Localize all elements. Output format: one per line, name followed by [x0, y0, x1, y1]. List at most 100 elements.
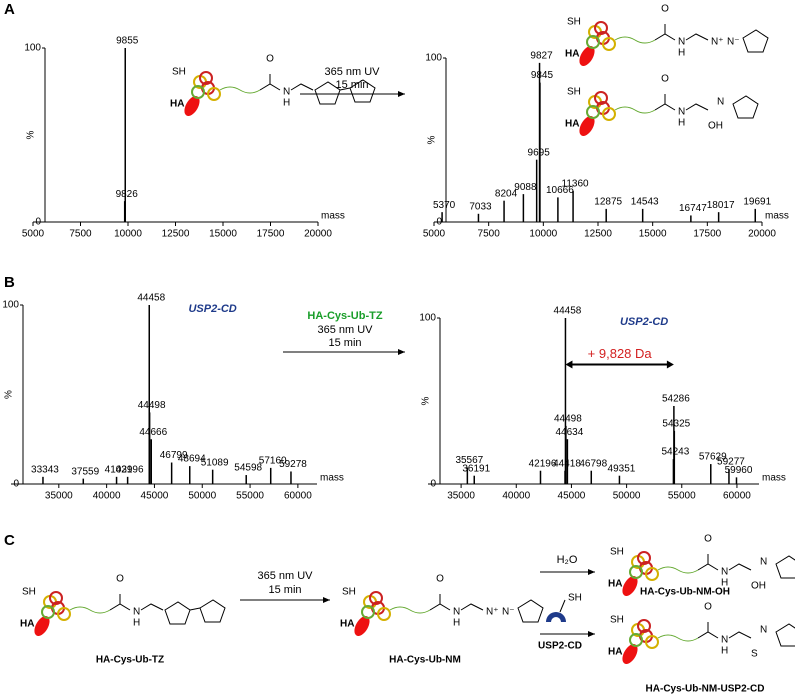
linker: [614, 106, 656, 114]
x-tick-label: 55000: [236, 491, 264, 502]
arrow-head: [588, 569, 595, 575]
x-tick-label: 17500: [693, 229, 721, 240]
ring: [349, 79, 376, 103]
x-axis-label: mass: [321, 211, 345, 222]
atom: N: [760, 625, 767, 636]
ha-tag: [34, 616, 50, 636]
condition: 15 min: [328, 337, 361, 349]
bond: [728, 563, 752, 571]
x-tick-label: 20000: [748, 229, 776, 240]
ring: [775, 555, 795, 579]
ring: [742, 29, 769, 53]
peak-label: 11360: [562, 178, 590, 189]
bond: [728, 631, 752, 639]
arrow-head: [398, 91, 405, 97]
ubiquitin: [361, 605, 375, 619]
peak-label: 16747: [679, 203, 707, 214]
y-tick-label: 0: [13, 479, 19, 490]
atom: H: [133, 618, 140, 629]
atom: OH: [751, 581, 766, 592]
ubiquitin: [57, 607, 71, 621]
reagent: USP2-CD: [538, 641, 582, 652]
panel-label: B: [4, 274, 15, 291]
shift-label: + 9,828 Da: [588, 346, 653, 361]
y-tick-label: 0: [35, 217, 41, 228]
ubiquitin: [586, 35, 600, 49]
peak-label: 12875: [594, 197, 622, 208]
bond: [339, 87, 351, 91]
atom: SH: [610, 547, 624, 558]
atom: SH: [172, 67, 186, 78]
x-axis-label: mass: [762, 473, 786, 484]
ubiquitin: [645, 635, 659, 649]
y-tick-label: 100: [24, 43, 41, 54]
ubiquitin: [49, 591, 63, 605]
x-tick-label: 40000: [93, 491, 121, 502]
x-tick-label: 45000: [558, 491, 586, 502]
bond: [654, 24, 676, 41]
atom: SH: [567, 87, 581, 98]
ubiquitin: [594, 91, 608, 105]
linker: [389, 606, 431, 614]
atom: H: [678, 118, 685, 129]
atom: N: [453, 607, 460, 618]
peak-label: 57160: [259, 456, 287, 467]
bond: [654, 94, 676, 111]
atom: OH: [708, 121, 723, 132]
ring: [314, 81, 341, 105]
x-axis-label: mass: [320, 473, 344, 484]
compound-name: HA-Cys-Ub-NM-USP2-CD: [646, 684, 765, 695]
protein-label: USP2-CD: [620, 316, 668, 328]
reagent: SH: [568, 593, 582, 604]
peak-label: 9845: [531, 70, 554, 81]
x-tick-label: 50000: [188, 491, 216, 502]
x-tick-label: 12500: [584, 229, 612, 240]
ring: [517, 599, 544, 623]
peak-label: 33343: [31, 464, 59, 475]
x-tick-label: 17500: [257, 229, 285, 240]
peak-label: 54286: [662, 394, 690, 405]
x-axis-label: mass: [765, 211, 789, 222]
atom: H: [283, 98, 290, 109]
bond: [290, 83, 314, 91]
atom: HA: [20, 619, 34, 630]
condition: 365 nm UV: [324, 66, 380, 78]
x-tick-label: 7500: [69, 229, 92, 240]
peak-label: 9855: [116, 36, 139, 47]
atom: O: [661, 74, 669, 85]
bond: [429, 594, 451, 611]
reagent: H₂O: [557, 554, 578, 566]
y-tick-label: 100: [2, 300, 19, 311]
ring: [199, 599, 226, 623]
panel-label: C: [4, 532, 15, 549]
atom: HA: [608, 579, 622, 590]
ubiquitin: [629, 565, 643, 579]
ubiquitin: [207, 87, 221, 101]
peak-label: 59277: [717, 457, 745, 468]
x-tick-label: 12500: [162, 229, 190, 240]
x-tick-label: 5000: [22, 229, 45, 240]
ubiquitin: [645, 567, 659, 581]
atom: S: [751, 649, 758, 660]
peak-label: 44498: [138, 400, 166, 411]
condition: 15 min: [268, 584, 301, 596]
peak-label: 46798: [579, 458, 607, 469]
peak-label: 59278: [279, 459, 307, 470]
compound-name: HA-Cys-Ub-TZ: [96, 655, 164, 666]
atom: N⁺: [711, 37, 724, 48]
atom: HA: [170, 99, 184, 110]
x-tick-label: 20000: [304, 229, 332, 240]
bond: [109, 594, 131, 611]
y-axis-label: %: [4, 390, 15, 399]
peak-label: 42196: [116, 464, 144, 475]
linker: [219, 86, 261, 94]
peak-label: 42196: [529, 458, 557, 469]
bond: [685, 103, 709, 111]
enzyme-icon: [546, 612, 566, 622]
bond: [697, 622, 719, 639]
ubiquitin: [586, 105, 600, 119]
atom: H: [721, 646, 728, 657]
x-tick-label: 10000: [114, 229, 142, 240]
ubiquitin: [637, 619, 651, 633]
atom: HA: [565, 49, 579, 60]
